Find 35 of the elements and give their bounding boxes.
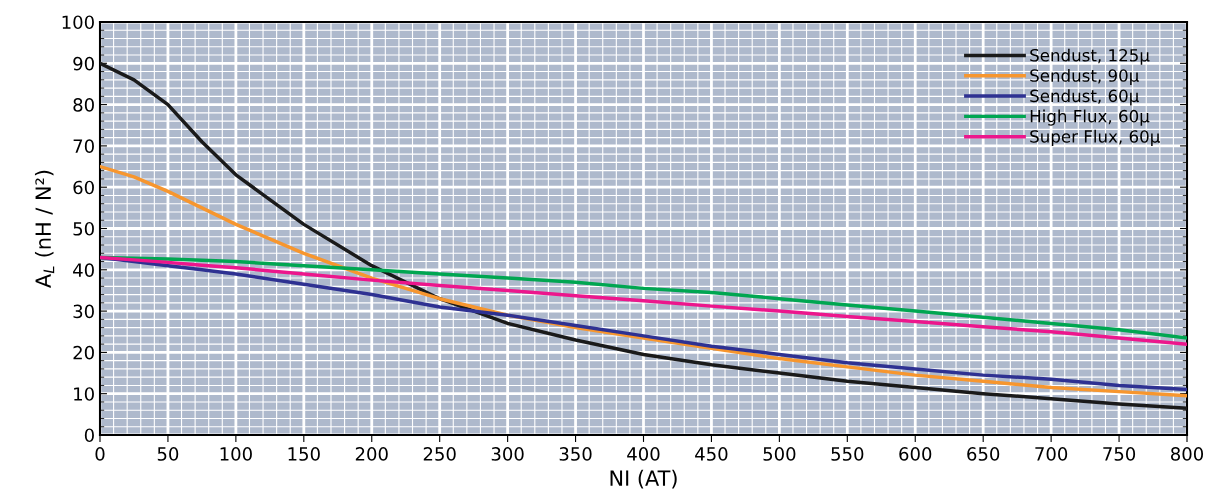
x-tick-label: 450 — [695, 447, 728, 461]
x-tick-label: 400 — [627, 447, 660, 461]
y-tick-label: 20 — [73, 345, 94, 360]
y-tick-label: 40 — [73, 263, 94, 277]
y-tick-label: 30 — [73, 304, 94, 319]
y-tick-label: 70 — [73, 139, 94, 154]
x-tick-label: 800 — [1170, 447, 1204, 461]
y-tick-label: 10 — [74, 387, 94, 401]
y-tick-label: 80 — [73, 98, 94, 112]
x-tick-label: 600 — [899, 447, 932, 461]
legend-label: High Flux, 60µ — [1030, 109, 1150, 126]
x-tick-label: 650 — [967, 447, 1000, 461]
x-tick-label: 150 — [288, 447, 320, 461]
x-tick-label: 500 — [763, 447, 796, 461]
x-tick-label: 700 — [1035, 447, 1068, 461]
y-tick-label: 50 — [73, 221, 94, 236]
x-tick-label: 750 — [1103, 447, 1136, 461]
x-tick-label: 50 — [157, 447, 179, 461]
y-axis-title: A$_{L}$ (nH / N²) — [34, 170, 55, 288]
legend-label: Sendust, 125µ — [1030, 48, 1150, 65]
legend-label: Super Flux, 60µ — [1030, 129, 1160, 146]
x-axis-title: NI (AT) — [610, 469, 677, 489]
y-tick-label: 0 — [84, 428, 94, 443]
x-tick-label: 300 — [491, 447, 524, 461]
x-tick-label: 350 — [559, 447, 592, 461]
x-tick-label: 550 — [831, 447, 864, 461]
x-tick-label: 250 — [423, 447, 456, 461]
legend-label: Sendust, 60µ — [1030, 89, 1139, 106]
x-tick-label: 100 — [220, 447, 252, 461]
y-tick-label: 60 — [73, 180, 94, 195]
y-tick-label: 100 — [62, 15, 94, 30]
legend-label: Sendust, 90µ — [1030, 68, 1139, 86]
x-tick-label: 0 — [95, 447, 105, 461]
x-tick-label: 200 — [355, 447, 388, 461]
y-tick-label: 90 — [73, 56, 94, 71]
